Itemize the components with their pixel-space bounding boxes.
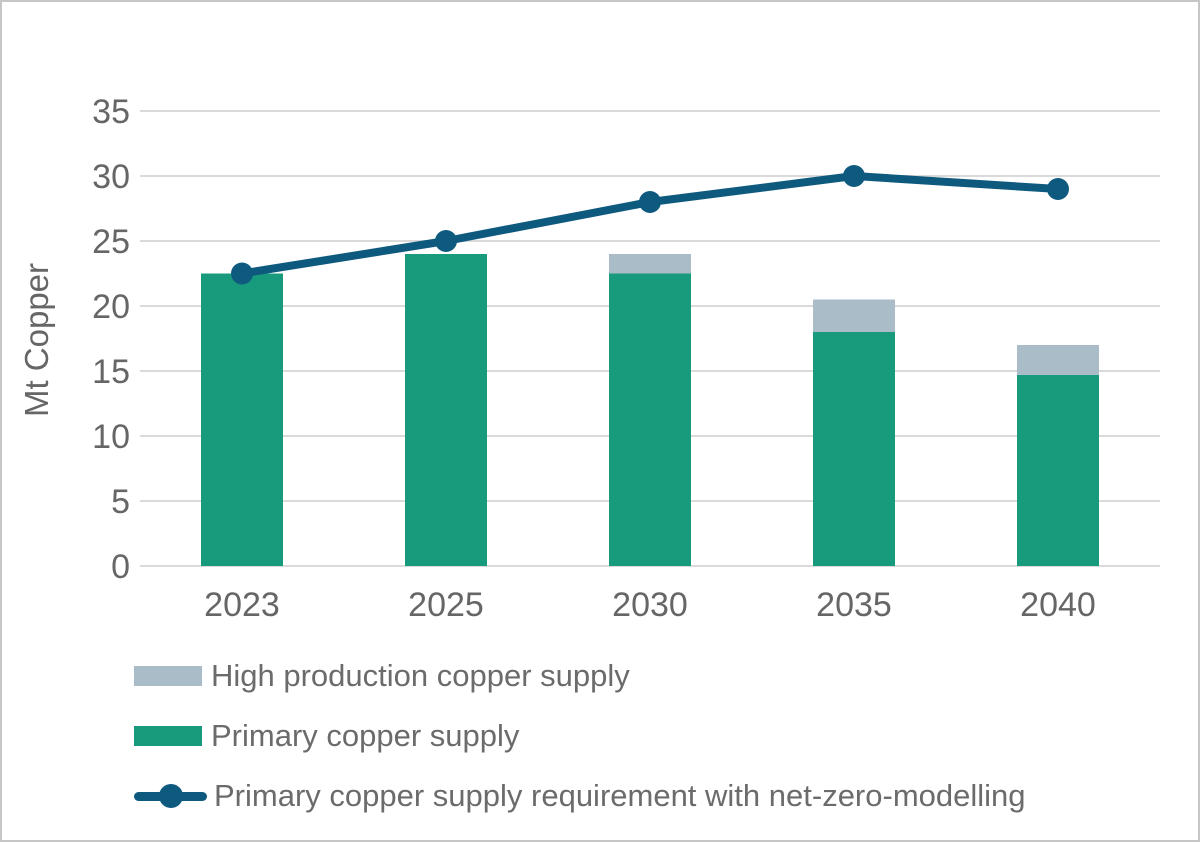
legend-swatch-high-production	[134, 666, 202, 686]
y-tick-label-20: 20	[92, 288, 130, 326]
y-tick-label-35: 35	[92, 93, 130, 131]
bar-primary-supply-2025	[405, 254, 487, 566]
line-marker-2040	[1047, 178, 1069, 200]
legend-label-primary-supply: Primary copper supply	[211, 718, 520, 753]
line-marker-2025	[435, 230, 457, 252]
legend-item-primary-copper-supply: Primary copper supply	[134, 706, 1026, 766]
legend-label-net-zero-requirement: Primary copper supply requirement with n…	[214, 778, 1026, 813]
bar-primary-supply-2040	[1017, 374, 1099, 566]
line-marker-2035	[843, 165, 865, 187]
legend-swatch-net-zero-line	[134, 783, 207, 809]
legend-label-high-production: High production copper supply	[211, 658, 630, 693]
bar-primary-supply-2023	[201, 273, 283, 566]
legend-item-high-production-copper-supply: High production copper supply	[134, 646, 1026, 706]
x-tick-label-2035: 2035	[816, 586, 892, 624]
y-tick-label-15: 15	[92, 353, 130, 391]
line-marker-2030	[639, 191, 661, 213]
y-axis-title: Mt Copper	[18, 263, 55, 417]
bar-primary-supply-2035	[813, 332, 895, 566]
x-tick-label-2025: 2025	[408, 586, 484, 624]
bar-primary-supply-2030	[609, 273, 691, 566]
legend-item-net-zero-requirement: Primary copper supply requirement with n…	[134, 766, 1026, 826]
y-tick-label-25: 25	[92, 223, 130, 261]
legend-line-marker-dot	[159, 784, 183, 808]
bar-high-production-2030	[609, 254, 691, 274]
x-tick-label-2030: 2030	[612, 586, 688, 624]
legend-swatch-primary-supply	[134, 726, 202, 746]
y-tick-label-10: 10	[92, 418, 130, 456]
bar-high-production-2035	[813, 299, 895, 332]
line-marker-2023	[231, 262, 253, 285]
y-tick-label-0: 0	[111, 548, 130, 586]
x-tick-label-2023: 2023	[204, 586, 280, 624]
x-tick-label-2040: 2040	[1020, 586, 1096, 624]
chart-legend: High production copper supply Primary co…	[134, 646, 1026, 826]
y-tick-label-5: 5	[111, 483, 130, 521]
bar-high-production-2040	[1017, 345, 1099, 375]
y-tick-label-30: 30	[92, 158, 130, 196]
